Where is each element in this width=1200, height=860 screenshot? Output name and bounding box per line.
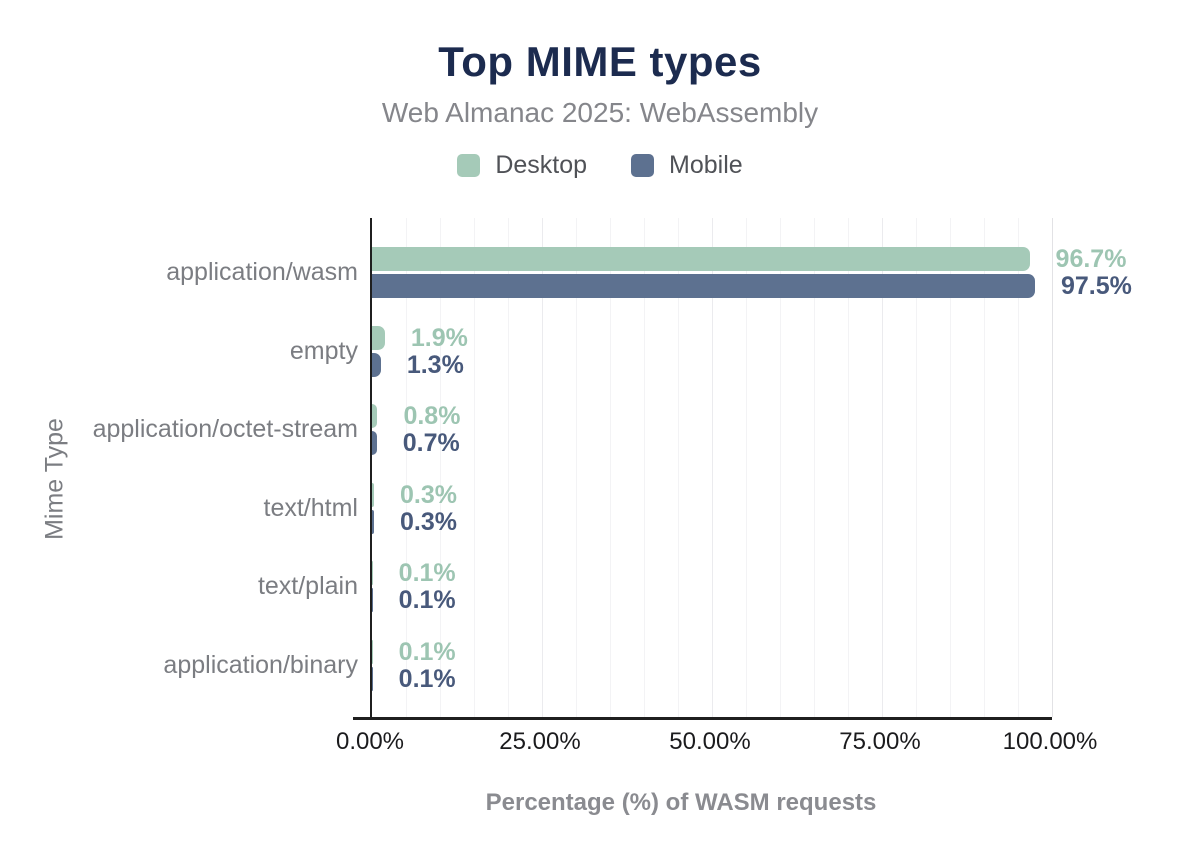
bar-value-label: 0.1% [398,586,456,615]
gridline [712,218,713,717]
chart-subtitle: Web Almanac 2025: WebAssembly [381,97,819,128]
gridline [508,218,509,717]
bar-value-label: 0.7% [402,429,460,458]
gridline [814,218,815,717]
legend-swatch-mobile-icon [631,154,655,177]
category-label: text/html [263,493,358,522]
gridline [780,218,781,717]
bar-desktop[interactable] [372,325,385,350]
legend-swatch-desktop-icon [457,154,481,177]
gridline [440,218,441,717]
gridline [406,218,407,717]
legend-item-desktop[interactable]: Desktop [457,151,587,180]
gridline [1052,218,1053,717]
chart-title: Top MIME types [438,38,762,85]
bar-value-label: 96.7% [1055,245,1127,273]
x-axis-title: Percentage (%) of WASM requests [485,789,877,816]
bar-value-label: 97.5% [1061,272,1132,300]
x-tick-label: 25.00% [499,728,581,755]
bar-line: 0.7% [372,429,1052,458]
category-label: empty [289,336,358,365]
bar-desktop[interactable] [372,247,1030,271]
gridline [916,218,917,717]
category-label: text/plain [257,572,358,601]
bar-mobile[interactable] [372,274,1035,298]
category-label: application/binary [163,651,358,679]
bar-mobile[interactable] [372,509,375,534]
gridline [984,218,985,717]
legend: Desktop Mobile [0,151,1200,180]
gridline [610,218,611,717]
bar-row: 0.1% 0.1% [372,640,1052,694]
bar-value-label: 0.1% [398,665,456,693]
bar-mobile[interactable] [372,588,373,613]
x-tick-label: 75.00% [839,728,921,755]
legend-item-mobile[interactable]: Mobile [631,151,743,180]
bar-desktop[interactable] [372,482,375,507]
bar-value-label: 0.3% [400,480,458,509]
bar-row: 0.3% 0.3% [372,480,1052,537]
bar-value-label: 0.8% [403,402,461,431]
bar-mobile[interactable] [372,352,381,377]
bar-value-label: 1.3% [406,350,464,379]
bar-desktop[interactable] [372,404,378,429]
bar-line: 1.3% [372,350,1052,379]
bar-line: 0.1% [372,665,1052,693]
x-tick-label: 0.00% [335,728,405,755]
bar-line: 0.1% [372,586,1052,615]
gridline [746,218,747,717]
x-tick-label: 50.00% [669,728,751,755]
x-tick-label: 100.00% [1002,728,1098,755]
bar-value-label: 1.9% [410,323,468,352]
category-label: application/wasm [166,258,358,286]
bar-mobile[interactable] [372,667,373,691]
bar-value-label: 0.3% [400,507,458,536]
bar-desktop[interactable] [372,640,373,664]
gridline [882,218,883,717]
bar-row: 0.1% 0.1% [372,561,1052,615]
bar-line: 1.9% [372,323,1052,352]
category-label: application/octet-stream [92,415,358,444]
bar-line: 0.3% [372,507,1052,536]
bar-line: 0.8% [372,402,1052,431]
bar-line: 0.3% [372,480,1052,509]
bar-row: 0.8% 0.7% [372,404,1052,458]
bar-line: 0.1% [372,559,1052,588]
plot-area: 96.7% 97.5% 1.9% 1.3% 0.8% 0.7% 0.3% 0.3% 0.1% 0.… [353,218,1132,720]
bar-value-label: 0.1% [398,638,456,666]
bar-line: 96.7% [372,247,1126,272]
x-axis-ticks: 0.00% 25.00% 50.00% 75.00% 100.00% [336,728,1097,759]
bar-mobile[interactable] [372,431,377,456]
legend-label-mobile: Mobile [669,151,743,179]
gridline [950,218,951,717]
bar-line: 97.5% [372,274,1132,299]
gridline [474,218,475,717]
bar-line: 0.1% [372,638,1052,666]
gridline [1018,218,1019,717]
gridline [848,218,849,717]
bar-desktop[interactable] [372,561,373,586]
gridline [542,218,543,717]
bar-row: 96.7% 97.5% [372,247,1132,301]
gridline [678,218,679,717]
gridline [576,218,577,717]
gridline [644,218,645,717]
legend-label-desktop: Desktop [495,151,588,179]
bar-value-label: 0.1% [398,559,456,588]
bar-row: 1.9% 1.3% [372,323,1052,380]
